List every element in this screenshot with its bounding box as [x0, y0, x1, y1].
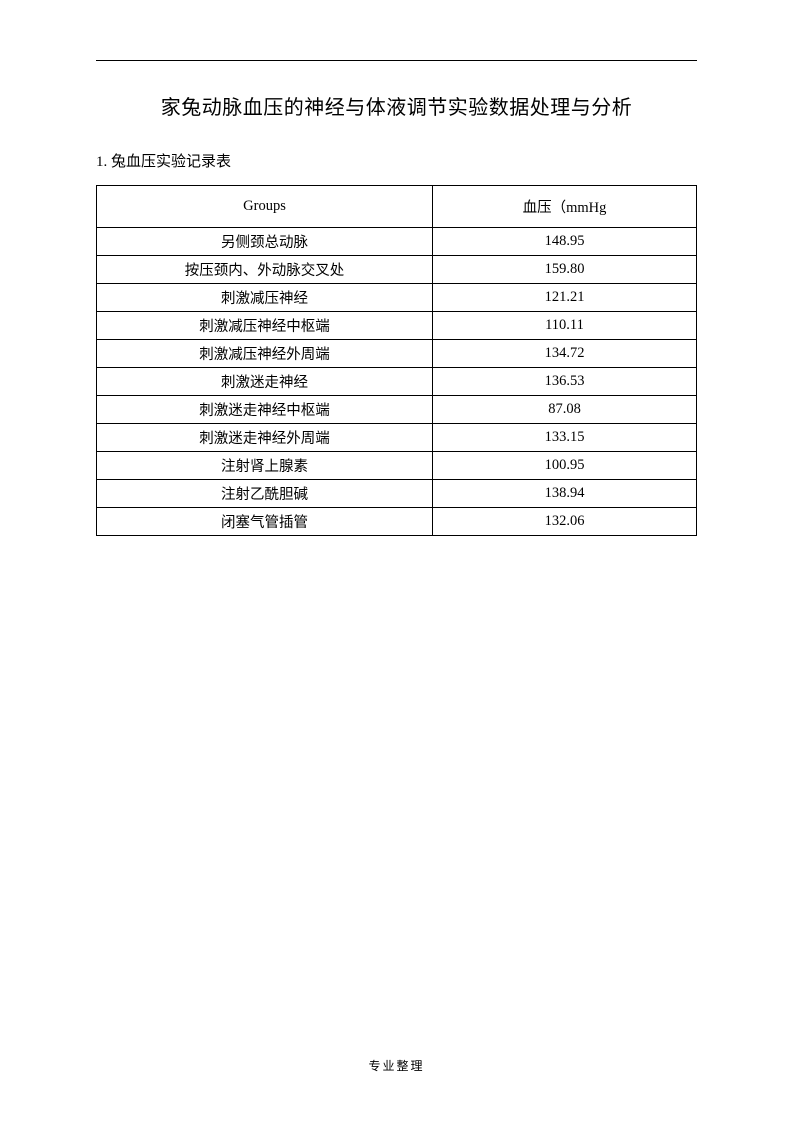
- page-title: 家兔动脉血压的神经与体液调节实验数据处理与分析: [96, 91, 697, 120]
- cell-group: 刺激减压神经: [97, 284, 433, 312]
- table-row: 刺激迷走神经中枢端 87.08: [97, 396, 697, 424]
- bp-table: Groups 血压（mmHg 另侧颈总动脉 148.95 按压颈内、外动脉交叉处…: [96, 185, 697, 536]
- table-row: 刺激减压神经外周端 134.72: [97, 340, 697, 368]
- cell-value: 136.53: [433, 368, 697, 396]
- table-row: 注射乙酰胆碱 138.94: [97, 480, 697, 508]
- col-header-bp: 血压（mmHg: [433, 186, 697, 228]
- cell-group: 刺激迷走神经外周端: [97, 424, 433, 452]
- cell-value: 138.94: [433, 480, 697, 508]
- table-row: 刺激迷走神经 136.53: [97, 368, 697, 396]
- cell-value: 87.08: [433, 396, 697, 424]
- table-row: 注射肾上腺素 100.95: [97, 452, 697, 480]
- col-header-groups: Groups: [97, 186, 433, 228]
- cell-value: 100.95: [433, 452, 697, 480]
- cell-value: 110.11: [433, 312, 697, 340]
- table-row: 刺激减压神经 121.21: [97, 284, 697, 312]
- cell-value: 159.80: [433, 256, 697, 284]
- table-row: 另侧颈总动脉 148.95: [97, 228, 697, 256]
- cell-value: 148.95: [433, 228, 697, 256]
- cell-group: 刺激迷走神经: [97, 368, 433, 396]
- page: 家兔动脉血压的神经与体液调节实验数据处理与分析 1. 兔血压实验记录表 Grou…: [0, 0, 793, 1122]
- cell-group: 刺激减压神经中枢端: [97, 312, 433, 340]
- table-row: 按压颈内、外动脉交叉处 159.80: [97, 256, 697, 284]
- top-rule: [96, 60, 697, 61]
- cell-value: 133.15: [433, 424, 697, 452]
- table-row: 闭塞气管插管 132.06: [97, 508, 697, 536]
- page-footer: 专业整理: [0, 1057, 793, 1074]
- cell-value: 132.06: [433, 508, 697, 536]
- section-heading: 1. 兔血压实验记录表: [96, 150, 697, 171]
- cell-value: 121.21: [433, 284, 697, 312]
- cell-group: 注射乙酰胆碱: [97, 480, 433, 508]
- table-header-row: Groups 血压（mmHg: [97, 186, 697, 228]
- table-body: 另侧颈总动脉 148.95 按压颈内、外动脉交叉处 159.80 刺激减压神经 …: [97, 228, 697, 536]
- cell-group: 按压颈内、外动脉交叉处: [97, 256, 433, 284]
- cell-group: 刺激迷走神经中枢端: [97, 396, 433, 424]
- table-row: 刺激减压神经中枢端 110.11: [97, 312, 697, 340]
- table-row: 刺激迷走神经外周端 133.15: [97, 424, 697, 452]
- cell-group: 闭塞气管插管: [97, 508, 433, 536]
- cell-group: 注射肾上腺素: [97, 452, 433, 480]
- cell-value: 134.72: [433, 340, 697, 368]
- cell-group: 刺激减压神经外周端: [97, 340, 433, 368]
- cell-group: 另侧颈总动脉: [97, 228, 433, 256]
